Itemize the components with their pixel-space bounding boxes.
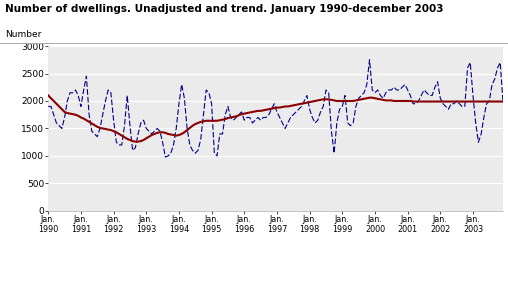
- Text: Number: Number: [5, 30, 42, 40]
- Text: Number of dwellings. Unadjusted and trend. January 1990-december 2003: Number of dwellings. Unadjusted and tren…: [5, 4, 443, 15]
